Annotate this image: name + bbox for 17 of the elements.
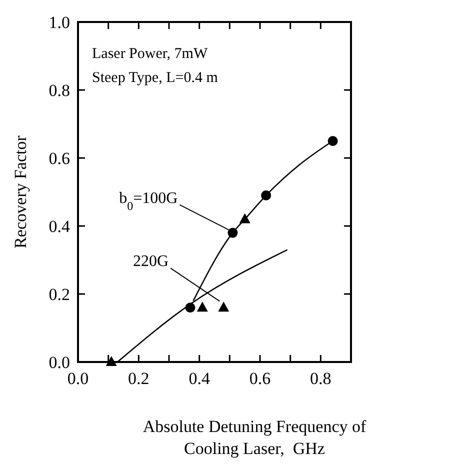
annotation: b$_{0}$=100G [119, 190, 178, 213]
x-tick-label: 0.2 [128, 369, 150, 388]
y-tick-label: 0.2 [48, 284, 70, 304]
x-tick-label: 0.8 [310, 369, 332, 388]
annotation: 220G [133, 253, 170, 270]
x-tick-label: 0.4 [188, 369, 210, 388]
x-tick-label: 0.0 [67, 369, 89, 388]
x-tick-label: 0.6 [249, 369, 271, 388]
y-tick-label: 1.0 [48, 12, 70, 32]
annotation: Steep Type, L=0.4 m [92, 70, 218, 86]
y-tick-label: 0.4 [48, 216, 70, 236]
y-tick-label: 0.8 [48, 80, 70, 100]
x-axis-title: Absolute Detuning Frequency of Cooling Laser, GHz [142, 417, 366, 458]
y-tick-label: 0.0 [48, 352, 70, 372]
annotation: Laser Power, 7mW [92, 46, 208, 62]
y-axis-title: Recovery Factor [11, 135, 30, 248]
y-tick-label: 0.6 [48, 148, 70, 168]
